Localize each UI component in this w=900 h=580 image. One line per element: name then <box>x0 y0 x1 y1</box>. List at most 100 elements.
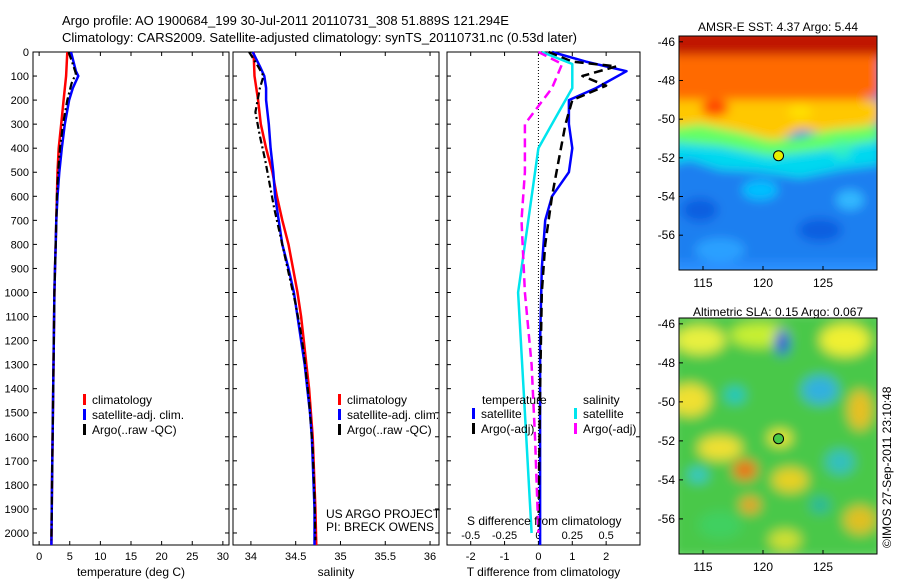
map-x-tick-label: 125 <box>813 276 833 290</box>
map-x-tick-label: 120 <box>753 276 773 290</box>
map-y-tick-label: -48 <box>658 356 676 370</box>
map-y-tick-label: -52 <box>658 151 676 165</box>
series-line-argo <box>50 51 77 541</box>
legend-swatch-argo <box>338 424 341 435</box>
x-tick-label: 34.5 <box>285 551 306 563</box>
argo-location-marker <box>773 150 785 162</box>
map-y-tick-label: -50 <box>658 112 676 126</box>
salinity-legend: climatology satellite-adj. clim. Argo(..… <box>338 393 439 437</box>
plot-frame <box>32 51 230 546</box>
legend-swatch-climatology <box>338 394 341 405</box>
sla-map-panel: Altimetric SLA: 0.15 Argo: 0.067 <box>658 305 878 574</box>
argo-location-marker <box>773 433 785 445</box>
salinity-profile-panel: 34 34.5 35 35.5 36 salinity <box>232 51 440 579</box>
y-tick-label: 1900 <box>5 504 29 516</box>
map-x-tick-label: 115 <box>693 560 712 574</box>
y-tick-label: 900 <box>11 263 29 275</box>
x-tick-label: 34 <box>245 551 257 563</box>
map-y-tick-label: -46 <box>658 35 676 49</box>
legend-label-argo: Argo(..raw -QC) <box>92 423 177 437</box>
y-tick-label: 700 <box>11 215 29 227</box>
difference-legend: temperature salinity satellite Argo(-adj… <box>472 393 636 436</box>
x-tick-label: 10 <box>94 551 106 563</box>
x-tick-label: 35 <box>334 551 346 563</box>
s-difference-label: S difference from climatology <box>467 514 622 528</box>
x-tick-label: 1 <box>569 551 575 563</box>
x-tick-label: 30 <box>217 551 229 563</box>
x-tick-label: 2 <box>603 551 609 563</box>
series-line-salinity-argo <box>520 50 564 534</box>
y-tick-label: 300 <box>11 119 29 131</box>
y-tick-label: 100 <box>11 71 29 83</box>
legend-swatch-satellite <box>338 409 341 420</box>
s-diff-tick-label: 0.25 <box>562 530 583 542</box>
project-annotation: US ARGO PROJECT <box>326 507 441 521</box>
sst-map-title: AMSR-E SST: 4.37 Argo: 5.44 <box>698 20 858 34</box>
legend-group-temperature: temperature <box>482 393 547 407</box>
x-tick-label: -1 <box>500 551 510 563</box>
legend-label-temp-argo: Argo(-adj) <box>481 422 534 436</box>
map-y-tick-label: -56 <box>658 512 676 526</box>
legend-swatch-satellite <box>83 409 86 420</box>
x-axis-label: T difference from climatology <box>467 565 621 579</box>
x-tick-label: 36 <box>424 551 436 563</box>
y-tick-label: 600 <box>11 191 29 203</box>
x-tick-label: 15 <box>125 551 137 563</box>
pi-annotation: PI: BRECK OWENS <box>326 520 434 534</box>
x-axis-label: temperature (deg C) <box>77 565 185 579</box>
y-tick-label: 800 <box>11 239 29 251</box>
imos-credit: ©IMOS 27-Sep-2011 23:10:48 <box>880 386 894 548</box>
series-line-satellite <box>251 51 316 545</box>
plot-frame <box>446 51 641 546</box>
legend-label-sal-satellite: satellite <box>583 407 624 421</box>
legend-swatch-argo <box>83 424 86 435</box>
legend-label-climatology: climatology <box>347 393 407 407</box>
y-tick-label: 1500 <box>5 408 29 420</box>
x-tick-label: 20 <box>156 551 168 563</box>
y-tick-label: 1300 <box>5 360 29 372</box>
x-axis-label: salinity <box>318 565 355 579</box>
map-x-tick-label: 125 <box>813 560 833 574</box>
x-tick-label: 35.5 <box>375 551 396 563</box>
y-tick-label: 1100 <box>5 312 29 324</box>
map-y-tick-label: -54 <box>658 473 676 487</box>
map-y-tick-label: -50 <box>658 395 676 409</box>
map-y-tick-label: -46 <box>658 317 676 331</box>
map-y-tick-label: -52 <box>658 434 676 448</box>
plot-frame <box>232 51 440 546</box>
legend-label-argo: Argo(..raw -QC) <box>347 423 432 437</box>
series-line-argo <box>248 51 317 541</box>
legend-swatch-temp-argo <box>472 423 475 434</box>
map-y-tick-label: -48 <box>658 73 676 87</box>
y-tick-label: 1400 <box>5 384 29 396</box>
x-tick-label: 0 <box>535 551 541 563</box>
legend-swatch-sal-satellite <box>574 408 577 419</box>
legend-label-satellite: satellite-adj. clim. <box>92 408 184 422</box>
y-tick-label: 1700 <box>5 456 29 468</box>
sla-map-title: Altimetric SLA: 0.15 Argo: 0.067 <box>693 305 863 319</box>
x-tick-label: -2 <box>466 551 476 563</box>
s-diff-tick-label: -0.5 <box>461 530 480 542</box>
legend-swatch-sal-argo <box>574 423 577 434</box>
legend-group-salinity: salinity <box>583 393 620 407</box>
y-tick-label: 400 <box>11 143 29 155</box>
y-tick-label: 1800 <box>5 480 29 492</box>
header-line-2: Climatology: CARS2009. Satellite-adjuste… <box>62 30 577 45</box>
legend-label-sal-argo: Argo(-adj) <box>583 422 636 436</box>
s-diff-tick-label: -0.25 <box>492 530 517 542</box>
y-tick-label: 1200 <box>5 336 29 348</box>
legend-label-temp-satellite: satellite <box>481 407 522 421</box>
temperature-legend: climatology satellite-adj. clim. Argo(..… <box>83 393 184 437</box>
legend-swatch-climatology <box>83 394 86 405</box>
y-tick-label: 500 <box>11 167 29 179</box>
sst-map-panel: AMSR-E SST: 4.37 Argo: 5.44 115 1 <box>658 20 878 290</box>
y-tick-label: 2000 <box>5 528 29 540</box>
series-line-salinity-satellite <box>516 50 574 534</box>
y-tick-label: 1600 <box>5 432 29 444</box>
legend-swatch-temp-satellite <box>472 408 475 419</box>
legend-label-climatology: climatology <box>92 393 152 407</box>
y-tick-label: 0 <box>23 47 29 59</box>
temperature-profile-panel: 0100200300400500600700800900100011001200… <box>5 47 230 579</box>
